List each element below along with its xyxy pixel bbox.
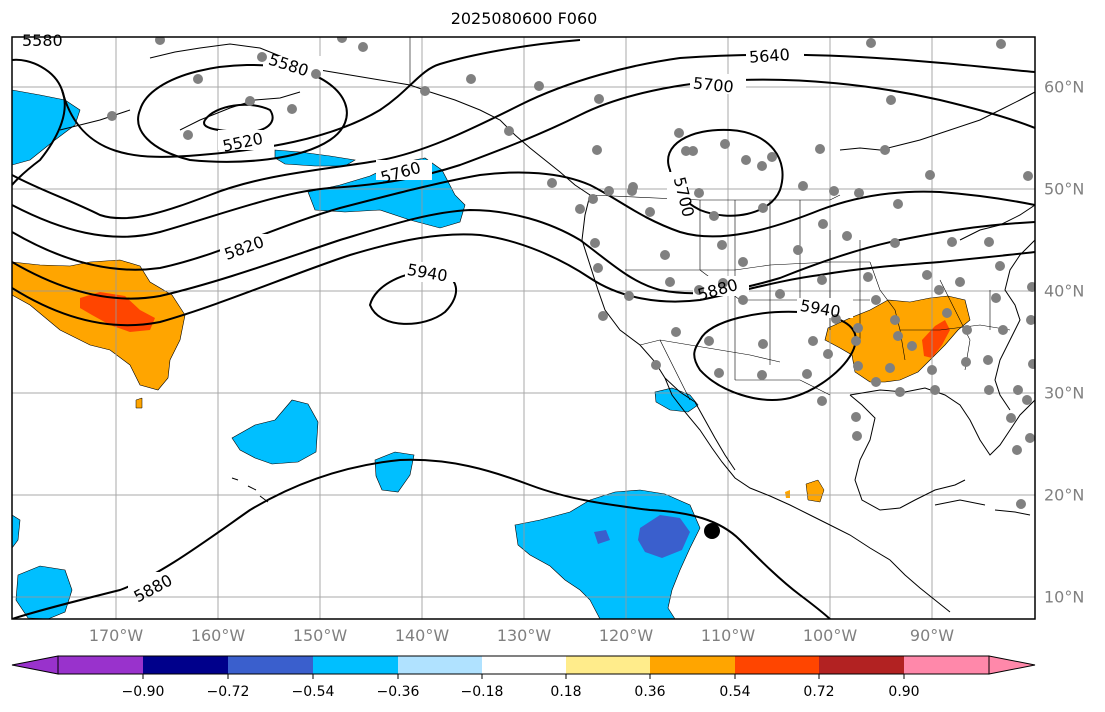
contour-5880 <box>12 233 1035 327</box>
longitude-label: 90°W <box>909 626 955 645</box>
colorbar-bin <box>228 656 313 674</box>
longitude-label: 110°W <box>700 626 756 645</box>
contour-5940 <box>368 270 458 325</box>
latitude-label: 50°N <box>1044 179 1085 199</box>
colorbar-tick-label: 0.36 <box>634 684 666 700</box>
colorbar-bin <box>566 656 650 674</box>
colorbar-bin <box>143 656 228 674</box>
longitude-label: 100°W <box>802 626 858 645</box>
contour-5640 <box>12 53 1035 220</box>
contour-label-backgrounds <box>14 37 853 594</box>
colorbar-tick-label: 0.72 <box>803 684 835 700</box>
colorbar-tick-label: 0.90 <box>888 684 920 700</box>
contour-label: 5640 <box>748 45 790 67</box>
map-frame <box>11 36 1036 620</box>
latitude-label: 30°N <box>1044 383 1085 403</box>
colorbar-tick-label: −0.36 <box>376 684 420 700</box>
contour-5580 <box>61 39 581 158</box>
colorbar-tick-label: −0.54 <box>291 684 335 700</box>
map-title: 2025080600 F060 <box>450 9 598 28</box>
colorbar <box>11 655 1036 679</box>
strong-positive-anomaly-area <box>80 292 155 332</box>
contour-5820 <box>12 208 1035 300</box>
colorbar-bin <box>58 656 143 674</box>
negative-anomaly-area <box>274 149 356 167</box>
contour-5700 <box>667 128 784 217</box>
positive-anomaly-area <box>785 490 790 498</box>
latitude-label: 10°N <box>1044 587 1085 607</box>
strong-negative-anomaly-area <box>638 515 690 558</box>
colorbar-bin <box>904 656 989 674</box>
negative-anomaly-area <box>12 89 81 166</box>
strong-negative-anomaly-area <box>594 530 610 544</box>
colorbar-bin <box>819 656 904 674</box>
colorbar-bin <box>313 656 398 674</box>
latitude-label: 20°N <box>1044 485 1085 505</box>
longitude-label: 140°W <box>394 626 450 645</box>
colorbar-tick-label: −0.90 <box>121 684 165 700</box>
longitude-label: 130°W <box>496 626 552 645</box>
contour-5940 <box>693 310 857 401</box>
contour-5760 <box>12 171 1035 271</box>
contour-label: 5580 <box>22 31 63 50</box>
colorbar-bin <box>482 656 566 674</box>
latitude-label: 40°N <box>1044 281 1085 301</box>
positive-anomaly-area <box>805 479 825 503</box>
colorbar-tick-label: 0.18 <box>550 684 582 700</box>
station-markers <box>107 37 1035 509</box>
contour-5520 <box>137 63 348 163</box>
colorbar-frame <box>57 655 990 675</box>
colorbar-tick-label: −0.72 <box>206 684 250 700</box>
negative-anomaly-area <box>15 565 73 619</box>
colorbar-max-extension <box>988 655 1036 675</box>
coastlines <box>59 43 1035 613</box>
storm-center-marker <box>704 523 720 539</box>
negative-anomaly-area <box>12 514 21 549</box>
negative-anomaly-area <box>514 489 701 619</box>
colorbar-tick-label: 0.54 <box>719 684 751 700</box>
negative-anomaly-area <box>374 451 415 493</box>
longitude-label: 150°W <box>292 626 348 645</box>
contour-5580 <box>12 58 66 186</box>
positive-anomaly-area <box>12 259 186 391</box>
negative-anomaly-area <box>231 399 319 465</box>
longitude-label: 160°W <box>190 626 246 645</box>
colorbar-bin <box>398 656 482 674</box>
colorbar-bin <box>650 656 735 674</box>
positive-anomaly-area <box>135 397 143 409</box>
contour-5700 <box>12 78 1035 238</box>
contour-label: 5700 <box>692 73 734 96</box>
latitude-label: 60°N <box>1044 77 1085 97</box>
colorbar-tick-label: −0.18 <box>460 684 504 700</box>
colorbar-min-extension <box>11 655 59 675</box>
longitude-label: 170°W <box>88 626 144 645</box>
longitude-label: 120°W <box>598 626 654 645</box>
contour-5520 <box>203 103 274 134</box>
geopotential-contours <box>12 39 1035 619</box>
colorbar-bin <box>735 656 819 674</box>
